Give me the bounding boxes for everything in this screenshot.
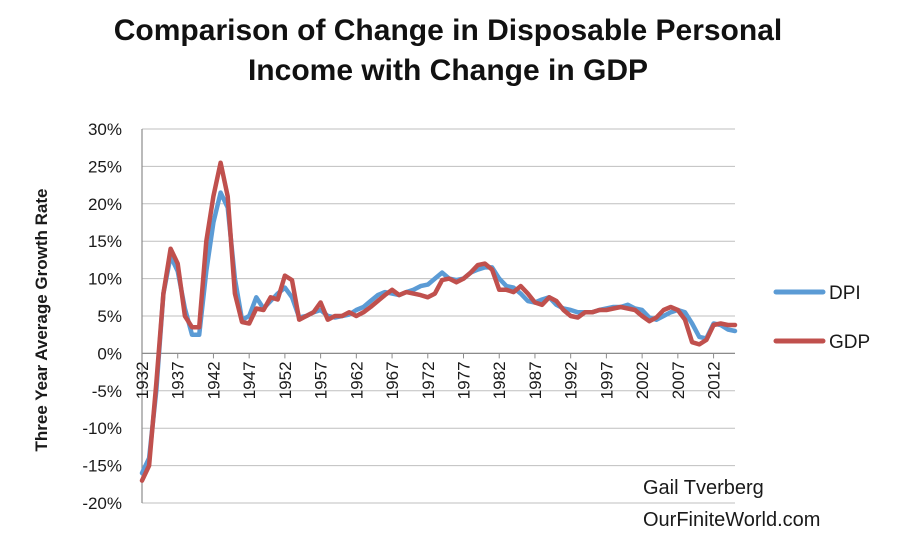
x-tick-label: 1997 (597, 361, 616, 399)
x-tick-label: 1987 (526, 361, 545, 399)
x-tick-label: 2007 (669, 361, 688, 399)
y-tick-label: -5% (92, 382, 122, 401)
y-tick-label: 5% (97, 307, 122, 326)
credit-site: OurFiniteWorld.com (643, 509, 820, 531)
x-tick-label: 1932 (133, 361, 152, 399)
series-lines (139, 160, 738, 483)
y-tick-label: 15% (88, 232, 122, 251)
x-tick-label: 1942 (204, 361, 223, 399)
y-tick-labels: 30% 25% 20% 15% 10% 5% 0% -5% -10% -15% -20% (82, 120, 122, 513)
x-tick-label: 2012 (705, 361, 724, 399)
x-tick-label: 1967 (383, 361, 402, 399)
legend: DPI GDP (773, 283, 870, 353)
x-tick-label: 2002 (633, 361, 652, 399)
y-tick-label: 10% (88, 270, 122, 289)
x-axis (141, 129, 735, 503)
x-tick-label: 1962 (347, 361, 366, 399)
y-tick-label: 30% (88, 120, 122, 139)
x-tick-label: 1977 (455, 361, 474, 399)
y-axis-label: Three Year Average Growth Rate (32, 189, 51, 452)
x-tick-label: 1992 (562, 361, 581, 399)
x-tick-label: 1957 (312, 361, 331, 399)
legend-label-dpi: DPI (829, 283, 861, 304)
y-tick-label: 20% (88, 195, 122, 214)
y-tick-label: -10% (82, 419, 122, 438)
legend-label-gdp: GDP (829, 332, 870, 353)
y-tick-label: -20% (82, 494, 122, 513)
x-tick-label: 1982 (490, 361, 509, 399)
x-tick-label: 1937 (169, 361, 188, 399)
y-tick-label: 0% (97, 344, 122, 363)
chart-title-line-1: Comparison of Change in Disposable Perso… (114, 14, 782, 47)
x-tick-label: 1947 (240, 361, 259, 399)
y-tick-label: -15% (82, 457, 122, 476)
x-tick-label: 1972 (419, 361, 438, 399)
x-tick-label: 1952 (276, 361, 295, 399)
chart-title-line-2: Income with Change in GDP (248, 54, 648, 87)
y-tick-label: 25% (88, 157, 122, 176)
credit-author: Gail Tverberg (643, 477, 764, 499)
x-tick-labels: 1932 1937 1942 1947 1952 1957 1962 1967 1972 1977… (133, 353, 724, 399)
series-line-gdp (139, 160, 738, 483)
